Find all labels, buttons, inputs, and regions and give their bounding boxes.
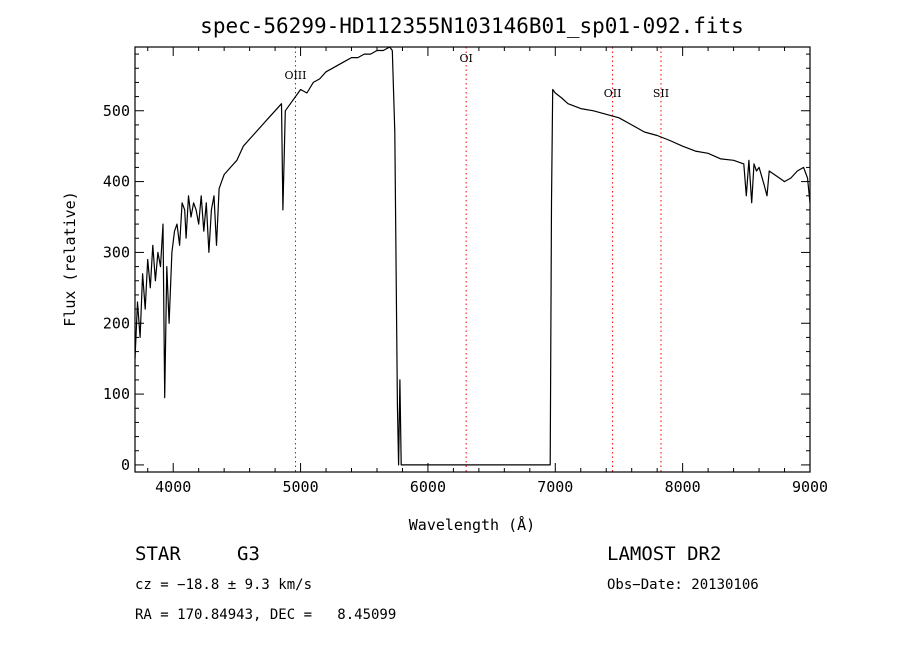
y-tick-label: 400: [103, 173, 130, 191]
y-tick-label: 100: [103, 385, 130, 403]
y-tick-label: 300: [103, 243, 130, 261]
x-tick-label: 7000: [537, 478, 573, 496]
y-tick-label: 500: [103, 102, 130, 120]
object-subclass: G3: [237, 543, 260, 565]
redshift-velocity: cz = −18.8 ± 9.3 km/s: [135, 577, 312, 593]
sky-coordinates: RA = 170.84943, DEC = 8.45099: [135, 607, 396, 623]
y-tick-label: 200: [103, 314, 130, 332]
spectral-line-label: SII: [653, 87, 669, 100]
x-tick-label: 6000: [410, 478, 446, 496]
y-tick-label: 0: [121, 456, 130, 474]
plot-frame: [134, 46, 811, 473]
x-tick-label: 4000: [155, 478, 191, 496]
x-tick-label: 5000: [283, 478, 319, 496]
chart-title: spec-56299-HD112355N103146B01_sp01-092.f…: [200, 14, 744, 38]
object-class: STAR: [135, 543, 181, 565]
axis-ticks: 4000 5000 6000 7000 8000 9000 0 100 200 300 400 500: [103, 47, 828, 496]
spectrum-series-line: [134, 46, 811, 466]
spectral-line-label: OI: [459, 52, 472, 65]
survey-name: LAMOST DR2: [607, 543, 721, 565]
spectral-line-label: OIII: [284, 69, 306, 82]
x-tick-label: 8000: [665, 478, 701, 496]
x-tick-label: 9000: [792, 478, 828, 496]
spectral-line-markers: OIII OI OII SII: [284, 47, 669, 472]
observation-date: Obs−Date: 20130106: [607, 577, 759, 593]
y-axis-label: Flux (relative): [61, 191, 79, 326]
spectral-line-label: OII: [604, 87, 622, 100]
x-axis-label: Wavelength (Å): [409, 515, 535, 534]
